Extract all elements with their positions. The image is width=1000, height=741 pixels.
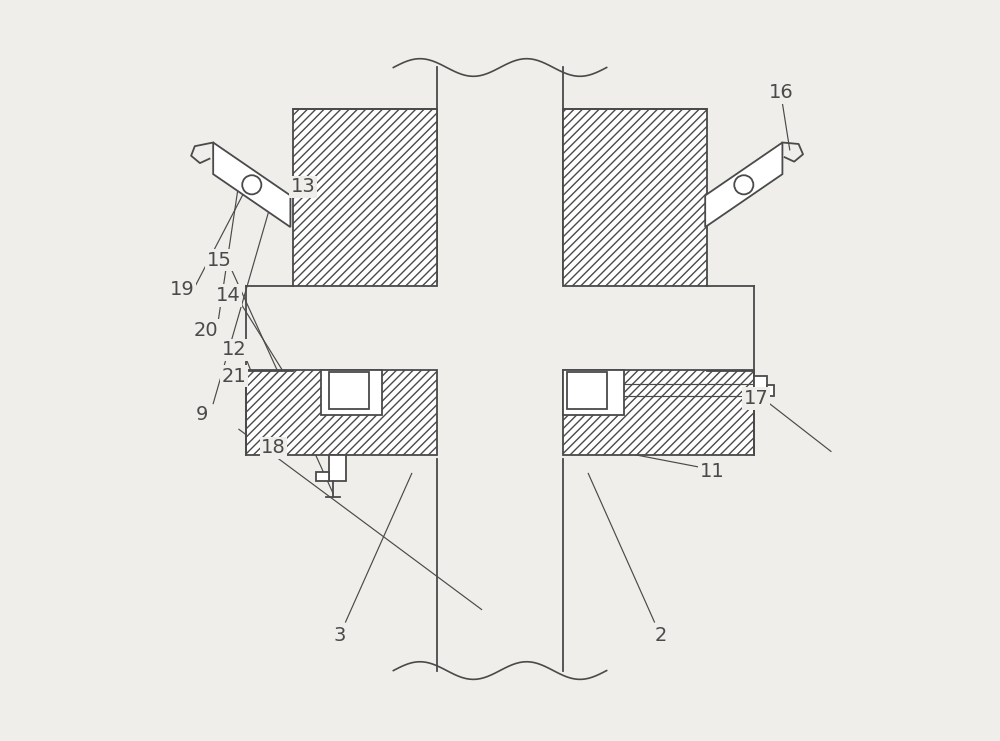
Text: 15: 15: [207, 250, 231, 270]
Text: 16: 16: [769, 83, 793, 102]
Text: 20: 20: [194, 321, 218, 339]
Text: 2: 2: [654, 625, 667, 645]
Polygon shape: [705, 142, 782, 227]
Bar: [563, 370, 754, 455]
Text: 9: 9: [196, 405, 208, 424]
Text: 12: 12: [221, 340, 246, 359]
Polygon shape: [213, 142, 290, 227]
Bar: [316, 472, 329, 481]
Text: 3: 3: [333, 625, 346, 645]
Bar: [563, 370, 624, 415]
Text: 18: 18: [261, 438, 286, 457]
Bar: [329, 372, 369, 409]
Text: 11: 11: [699, 462, 724, 482]
Bar: [567, 372, 607, 409]
Bar: [246, 370, 437, 455]
Text: 14: 14: [216, 286, 240, 305]
Text: 21: 21: [221, 367, 246, 386]
Text: 17: 17: [744, 389, 768, 408]
Bar: [767, 385, 774, 396]
Text: 19: 19: [170, 280, 195, 299]
Bar: [754, 376, 767, 405]
Bar: [563, 110, 707, 286]
Bar: [293, 110, 437, 286]
Bar: [321, 370, 382, 415]
Bar: [329, 455, 346, 481]
Text: 13: 13: [291, 177, 315, 196]
